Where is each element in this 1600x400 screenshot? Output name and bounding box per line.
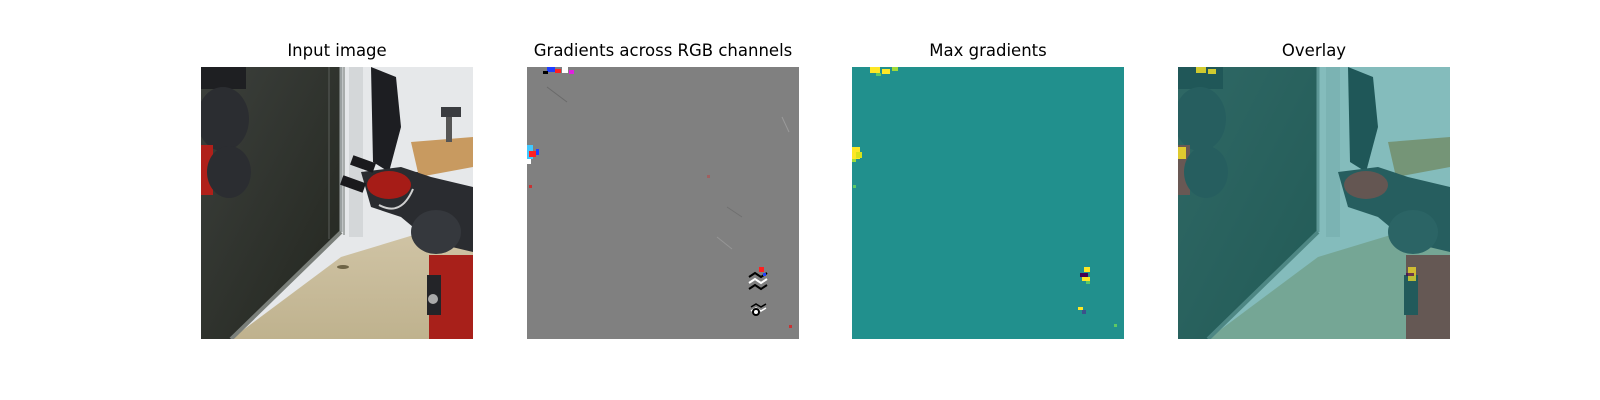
panel-title-rgb-gradients: Gradients across RGB channels [533, 41, 793, 60]
overlay-image [1178, 67, 1450, 339]
rgb-gradients-image [527, 67, 799, 339]
panel-input-image: Input image [201, 0, 473, 400]
panel-title-max-gradients: Max gradients [929, 41, 1047, 60]
panel-rgb-gradients: Gradients across RGB channels [527, 0, 799, 400]
panel-overlay: Overlay [1178, 0, 1450, 400]
panel-title-input-image: Input image [287, 41, 387, 60]
input-image [201, 67, 473, 339]
max-gradients-image [852, 67, 1124, 339]
panel-title-overlay: Overlay [1281, 41, 1347, 60]
panel-max-gradients: Max gradients [852, 0, 1124, 400]
